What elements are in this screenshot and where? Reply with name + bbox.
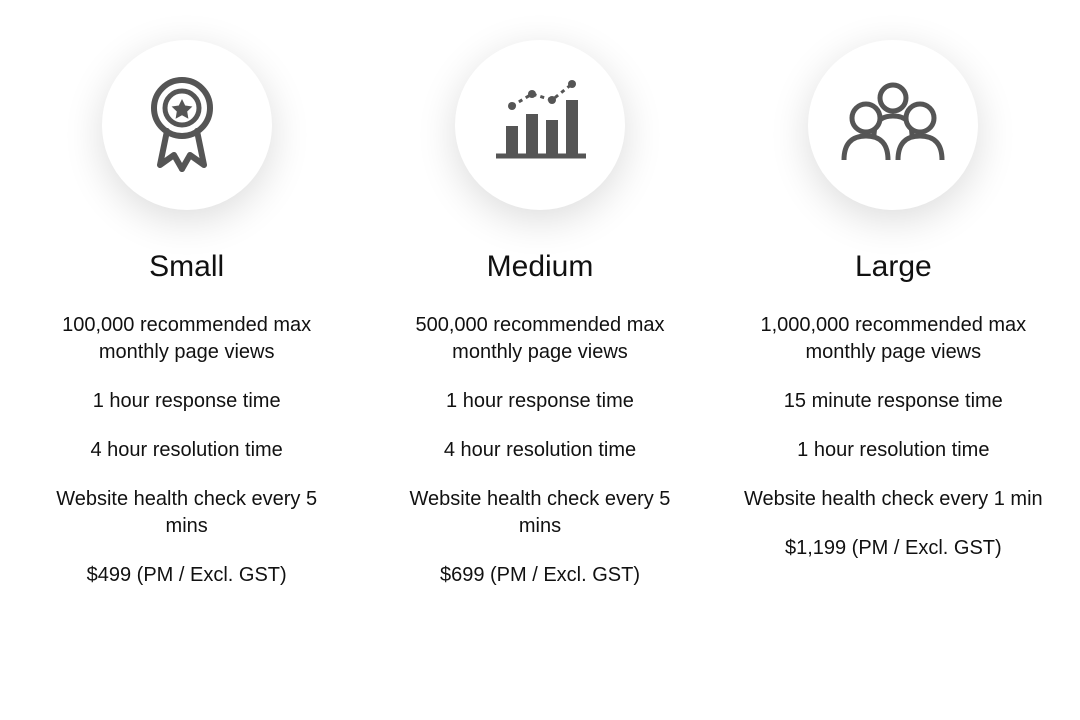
- feature-text: 100,000 recommended max monthly page vie…: [37, 312, 337, 366]
- feature-text: 4 hour resolution time: [90, 437, 282, 464]
- plan-medium-features: 500,000 recommended max monthly page vie…: [390, 312, 690, 540]
- feature-text: 1 hour response time: [93, 388, 281, 415]
- feature-text: Website health check every 1 min: [744, 486, 1043, 513]
- plan-small: Small 100,000 recommended max monthly pa…: [30, 40, 343, 587]
- plan-medium-icon-wrap: [455, 40, 625, 210]
- plan-large-price: $1,199 (PM / Excl. GST): [785, 537, 1002, 560]
- feature-text: 500,000 recommended max monthly page vie…: [390, 312, 690, 366]
- feature-text: 1 hour response time: [446, 388, 634, 415]
- plan-large-icon-wrap: [808, 40, 978, 210]
- pricing-plans: Small 100,000 recommended max monthly pa…: [0, 0, 1080, 587]
- feature-text: 1,000,000 recommended max monthly page v…: [743, 312, 1043, 366]
- feature-text: 15 minute response time: [784, 388, 1003, 415]
- plan-small-features: 100,000 recommended max monthly page vie…: [37, 312, 337, 540]
- feature-text: Website health check every 5 mins: [37, 486, 337, 540]
- plan-small-title: Small: [149, 250, 224, 284]
- feature-text: 1 hour resolution time: [797, 437, 989, 464]
- plan-medium-price: $699 (PM / Excl. GST): [440, 564, 640, 587]
- plan-small-icon-wrap: [102, 40, 272, 210]
- bar-chart-icon: [490, 78, 590, 173]
- plan-large: Large 1,000,000 recommended max monthly …: [737, 40, 1050, 587]
- ribbon-badge-icon: [142, 73, 232, 178]
- plan-small-price: $499 (PM / Excl. GST): [87, 564, 287, 587]
- feature-text: Website health check every 5 mins: [390, 486, 690, 540]
- plan-medium-title: Medium: [487, 250, 594, 284]
- plan-large-title: Large: [855, 250, 932, 284]
- plan-medium: Medium 500,000 recommended max monthly p…: [383, 40, 696, 587]
- plan-large-features: 1,000,000 recommended max monthly page v…: [743, 312, 1043, 513]
- feature-text: 4 hour resolution time: [444, 437, 636, 464]
- people-group-icon: [838, 78, 948, 173]
